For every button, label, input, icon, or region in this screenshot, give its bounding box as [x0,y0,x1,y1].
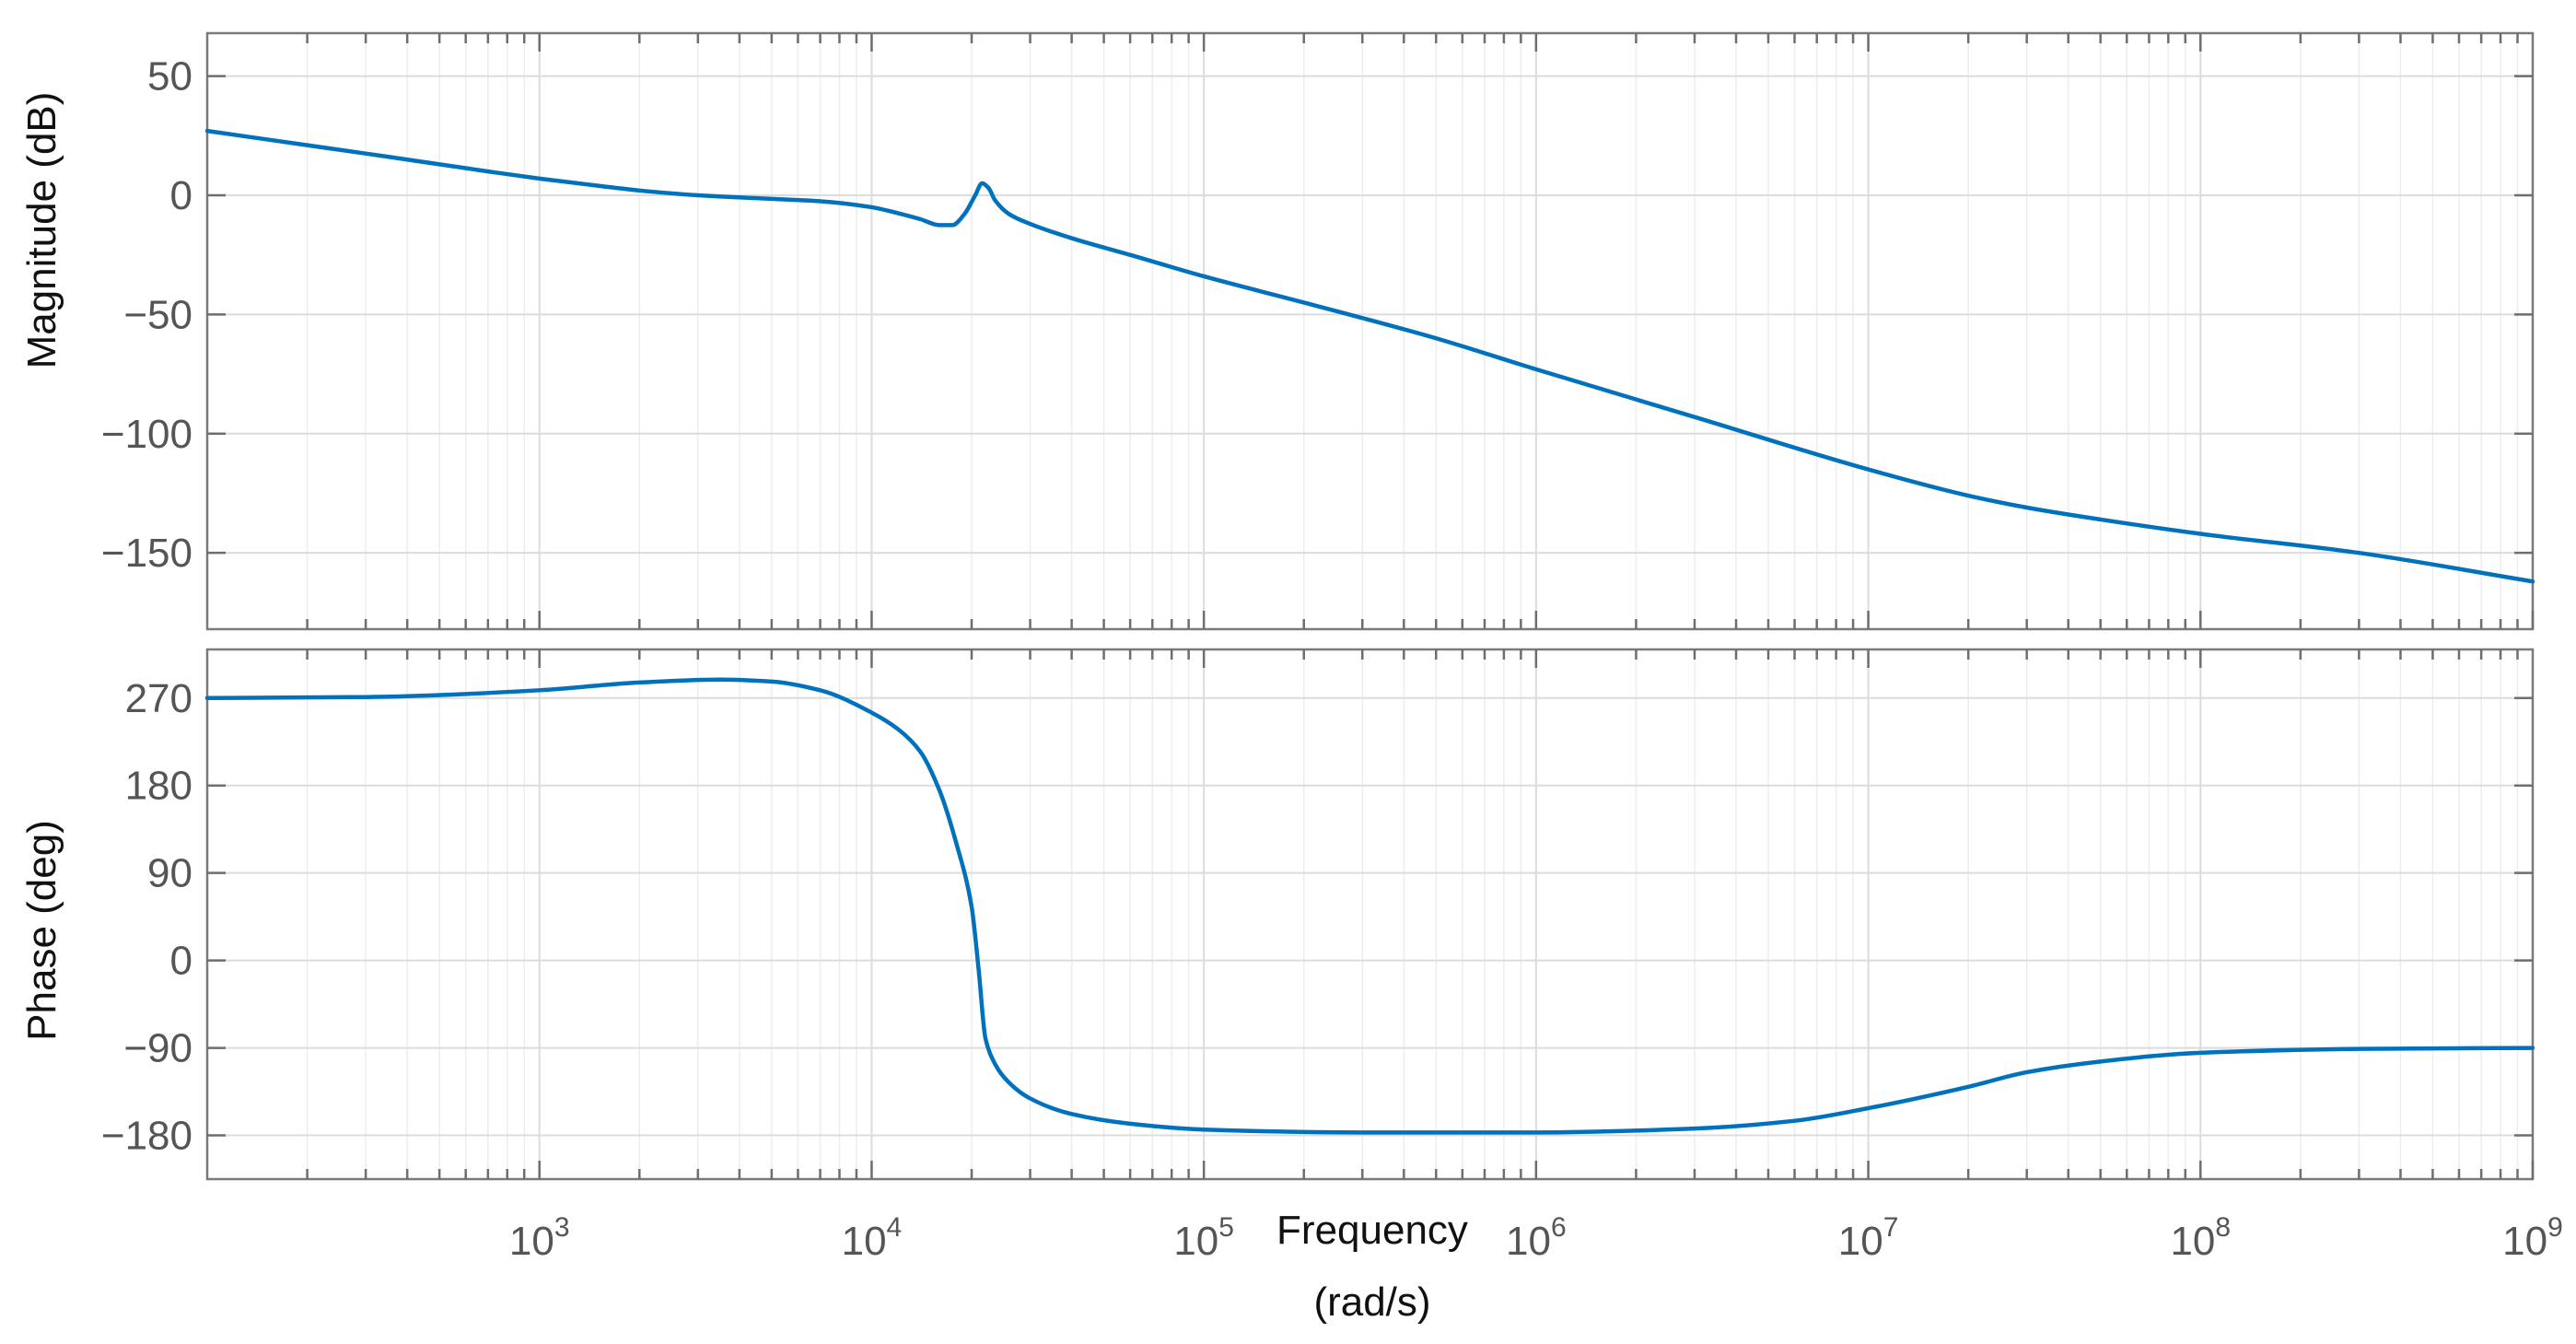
phase-panel: 270 180 90 0 −90 −180 103 104 105 106 107 108 109 [101,648,2563,1264]
y-tick-label: −50 [123,292,192,337]
plot-frame [205,31,2535,631]
y-tick-label: 180 [125,764,192,809]
y-tick-label: −90 [123,1026,192,1071]
y-tick-label: 270 [125,676,192,721]
x-tick-label: 103 [509,1212,570,1264]
x-tick-label: 106 [1506,1212,1567,1264]
y-tick-label: −180 [101,1114,192,1159]
magnitude-series-line [204,128,2535,584]
y-tick-label: −100 [101,412,192,457]
magnitude-ylabel: Magnitude (dB) [19,92,64,369]
y-tick-label: 0 [170,939,192,984]
x-tick-label: 107 [1838,1212,1899,1264]
x-tick-label: 109 [2502,1212,2563,1264]
y-tick-label: 90 [147,851,192,896]
phase-series-line [204,677,2535,1135]
x-tick-label: 108 [2170,1212,2231,1264]
frequency-xlabel: Frequency (rad/s) [1276,1208,1468,1325]
y-tick-label: −150 [101,531,192,576]
phase-ylabel: Phase (deg) [19,820,64,1041]
y-tick-label: 0 [170,173,192,218]
x-tick-label: 105 [1173,1212,1234,1264]
y-tick-label: 50 [147,54,192,99]
plot-frame [205,648,2535,1181]
magnitude-panel: 50 0 −50 −100 −150 [101,31,2535,631]
x-tick-label: 104 [842,1212,903,1264]
